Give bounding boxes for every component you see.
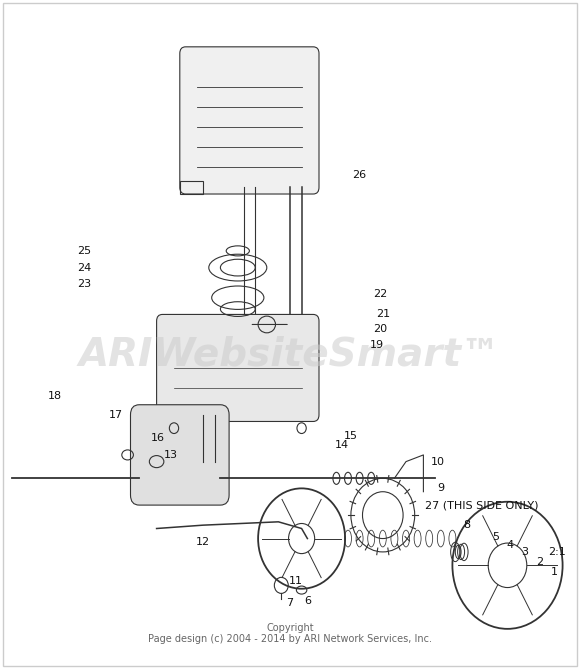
Text: 6: 6: [304, 596, 311, 605]
Text: 9: 9: [437, 484, 444, 493]
Text: 12: 12: [196, 537, 210, 547]
Text: 7: 7: [287, 599, 293, 608]
Text: 21: 21: [376, 310, 390, 319]
Text: 2: 2: [536, 557, 543, 567]
Text: Page design (c) 2004 - 2014 by ARI Network Services, Inc.: Page design (c) 2004 - 2014 by ARI Netwo…: [148, 634, 432, 644]
Text: 27 (THIS SIDE ONLY): 27 (THIS SIDE ONLY): [425, 500, 538, 510]
Text: 19: 19: [370, 340, 384, 349]
Text: 22: 22: [373, 290, 387, 299]
Bar: [180, 181, 203, 194]
Text: ARIWebsiteSmart™: ARIWebsiteSmart™: [79, 336, 501, 373]
Text: 18: 18: [48, 391, 62, 401]
Text: 15: 15: [344, 432, 358, 441]
Text: 10: 10: [431, 457, 445, 466]
Text: 4: 4: [507, 541, 514, 550]
FancyBboxPatch shape: [157, 314, 319, 421]
Text: 11: 11: [289, 576, 303, 585]
Text: 13: 13: [164, 450, 178, 460]
Text: 26: 26: [353, 171, 367, 180]
Text: 3: 3: [521, 547, 528, 557]
Text: 16: 16: [151, 434, 165, 443]
Text: 2:1: 2:1: [548, 547, 566, 557]
Text: 8: 8: [463, 520, 470, 530]
FancyBboxPatch shape: [130, 405, 229, 505]
Text: 14: 14: [335, 440, 349, 450]
Text: 5: 5: [492, 532, 499, 541]
Text: 1: 1: [550, 567, 557, 577]
Text: 20: 20: [373, 324, 387, 334]
Text: 25: 25: [77, 246, 91, 256]
Text: 23: 23: [77, 280, 91, 289]
Text: 17: 17: [109, 410, 123, 419]
Text: 24: 24: [77, 263, 91, 272]
FancyBboxPatch shape: [180, 47, 319, 194]
Text: Copyright: Copyright: [266, 623, 314, 632]
